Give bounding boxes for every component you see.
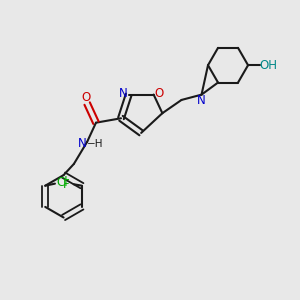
Text: OH: OH	[260, 59, 278, 72]
Text: O: O	[154, 87, 164, 100]
Text: F: F	[63, 178, 70, 191]
Text: N: N	[119, 87, 128, 100]
Text: O: O	[81, 91, 90, 104]
Text: N: N	[78, 137, 87, 150]
Text: Cl: Cl	[56, 176, 68, 189]
Text: −H: −H	[87, 139, 104, 149]
Text: N: N	[197, 94, 206, 107]
